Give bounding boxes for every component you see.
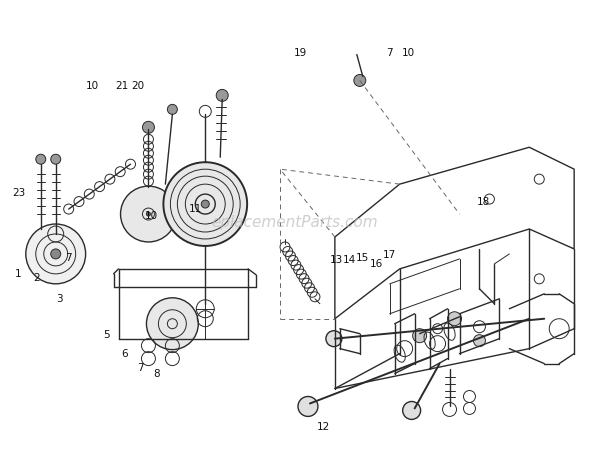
- Circle shape: [168, 105, 178, 115]
- Text: 19: 19: [294, 48, 307, 58]
- Text: eplacementParts.com: eplacementParts.com: [212, 214, 378, 229]
- Text: 18: 18: [477, 197, 490, 207]
- Text: 20: 20: [131, 80, 144, 90]
- Text: 10: 10: [145, 211, 158, 221]
- Text: 3: 3: [57, 293, 63, 303]
- Circle shape: [326, 331, 342, 347]
- Circle shape: [473, 335, 486, 347]
- Text: 7: 7: [137, 362, 144, 372]
- Circle shape: [142, 122, 155, 134]
- Circle shape: [412, 329, 427, 343]
- Circle shape: [146, 213, 150, 217]
- Circle shape: [36, 155, 46, 165]
- Text: 16: 16: [369, 259, 383, 269]
- Circle shape: [354, 75, 366, 87]
- Circle shape: [201, 201, 209, 208]
- Circle shape: [402, 402, 421, 420]
- Text: 13: 13: [330, 254, 343, 264]
- Text: 5: 5: [103, 330, 110, 340]
- Text: 7: 7: [386, 48, 392, 58]
- Text: 8: 8: [153, 369, 160, 379]
- Text: 6: 6: [121, 348, 127, 358]
- Circle shape: [298, 397, 318, 416]
- Text: 15: 15: [356, 252, 369, 262]
- Text: 21: 21: [115, 80, 128, 90]
- Text: 17: 17: [382, 250, 396, 260]
- Circle shape: [163, 163, 247, 246]
- Text: 23: 23: [12, 188, 25, 198]
- Text: 1: 1: [15, 268, 22, 278]
- Text: 11: 11: [188, 204, 202, 214]
- Circle shape: [26, 224, 86, 284]
- Circle shape: [146, 298, 198, 350]
- Text: 10: 10: [401, 48, 415, 58]
- Text: 2: 2: [33, 273, 40, 283]
- Circle shape: [448, 312, 461, 326]
- Text: 12: 12: [317, 421, 330, 431]
- Text: 10: 10: [86, 80, 99, 90]
- Circle shape: [51, 249, 61, 259]
- Circle shape: [51, 155, 61, 165]
- Circle shape: [120, 187, 176, 242]
- Text: 14: 14: [343, 254, 356, 264]
- Circle shape: [217, 90, 228, 102]
- Text: 7: 7: [65, 252, 72, 262]
